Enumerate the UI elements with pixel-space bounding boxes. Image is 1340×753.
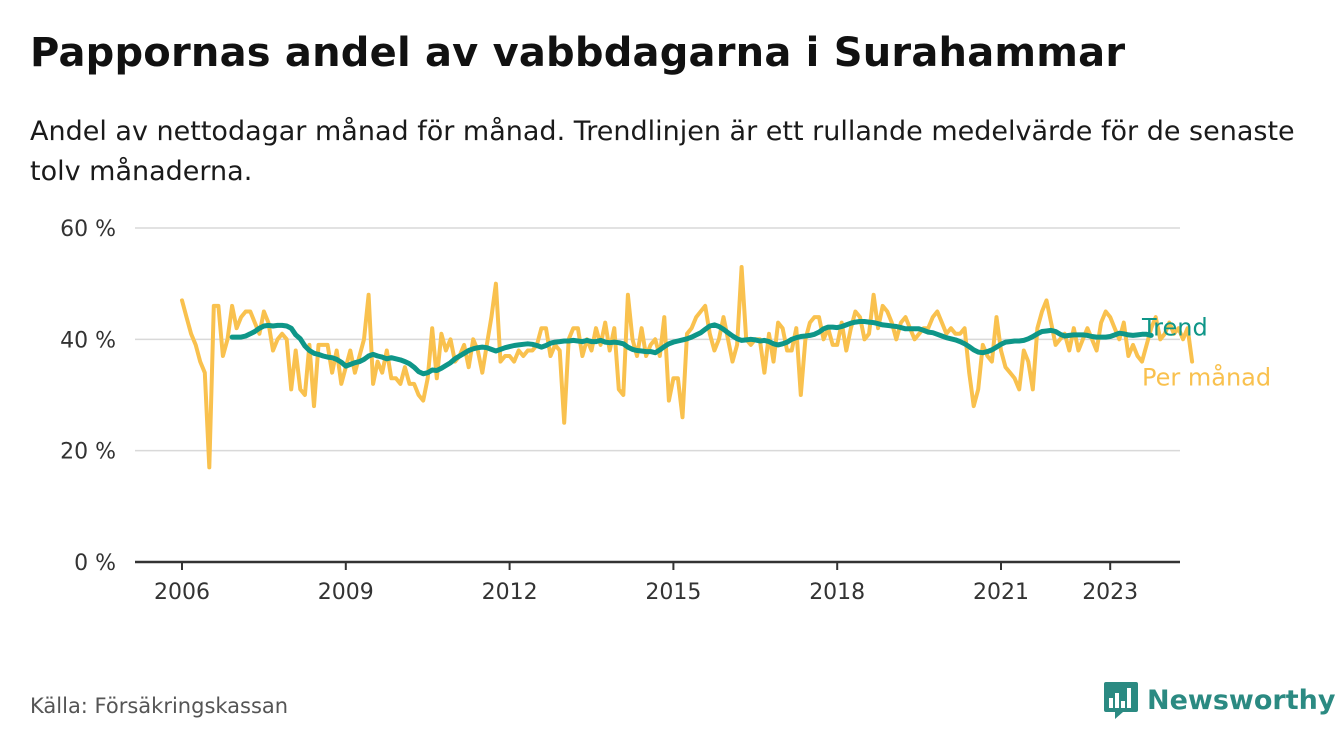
chart-subtitle: Andel av nettodagar månad för månad. Tre… xyxy=(30,116,1295,187)
monthly-series-line xyxy=(180,265,1195,470)
y-tick-label: 60 % xyxy=(60,217,116,242)
series-lines xyxy=(180,265,1195,470)
chart-title: Pappornas andel av vabbdagarna i Suraham… xyxy=(30,30,1126,76)
x-tick-label: 2018 xyxy=(809,580,865,605)
x-tick-label: 2012 xyxy=(482,580,538,605)
brand-name: Newsworthy xyxy=(1147,684,1336,716)
trend-series-label: Trend xyxy=(1141,313,1208,341)
y-tick-label: 20 % xyxy=(60,440,116,465)
brand-logo[interactable]: Newsworthy xyxy=(1103,680,1335,720)
y-axis-ticks: 0 % 20 % 40 % 60 % xyxy=(60,217,116,576)
x-tick-label: 2021 xyxy=(973,580,1029,605)
x-tick-label: 2006 xyxy=(154,580,210,605)
newsworthy-icon xyxy=(1104,682,1138,719)
y-tick-label: 0 % xyxy=(74,551,116,576)
monthly-series-label: Per månad xyxy=(1142,363,1271,392)
series-labels: Per månad Trend xyxy=(1141,313,1271,391)
x-tick-label: 2015 xyxy=(645,580,701,605)
x-axis-ticks: 2006 2009 2012 2015 2018 2021 2023 xyxy=(154,562,1138,605)
x-tick-label: 2023 xyxy=(1082,580,1138,605)
trend-series-line xyxy=(229,319,1154,377)
grid-lines xyxy=(135,227,1180,564)
y-tick-label: 40 % xyxy=(60,328,116,353)
source-note: Källa: Försäkringskassan xyxy=(30,694,289,718)
x-tick-label: 2009 xyxy=(318,580,374,605)
